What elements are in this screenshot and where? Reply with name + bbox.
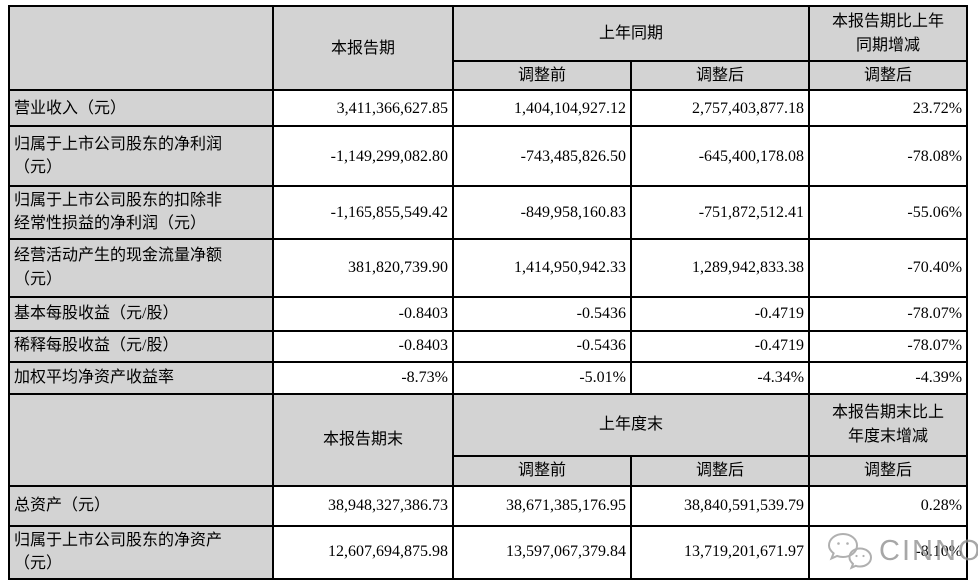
cell-change: -4.39% (808, 360, 969, 395)
cell-after: -4.34% (629, 360, 811, 395)
col-header-prior-period-group: 上年同期 (451, 5, 811, 62)
cell-change: -78.07% (808, 295, 969, 332)
corner-cell (8, 4, 274, 92)
cell-after: 38,840,591,539.79 (629, 484, 811, 527)
cell-after: 2,757,403,877.18 (629, 89, 811, 128)
cell-before: 38,671,385,176.95 (452, 484, 632, 527)
cell-change: -78.08% (808, 125, 969, 188)
table-row: 总资产（元） 38,948,327,386.73 38,671,385,176.… (8, 484, 969, 527)
table-row: 加权平均净资产收益率 -8.73% -5.01% -4.34% -4.39% (8, 360, 969, 395)
corner-cell (8, 392, 274, 487)
row-label: 经营活动产生的现金流量净额 （元） (8, 237, 274, 298)
cell-change: -8.10% (808, 524, 969, 580)
cell-change: -55.06% (808, 185, 969, 240)
col-header-current-period: 本报告期 (272, 4, 454, 92)
row-label: 归属于上市公司股东的净资产 （元） (8, 524, 274, 580)
table-row: 归属于上市公司股东的净利润 （元） -1,149,299,082.80 -743… (8, 125, 969, 188)
cell-current: 12,607,694,875.98 (272, 524, 454, 580)
table-row: 经营活动产生的现金流量净额 （元） 381,820,739.90 1,414,9… (8, 237, 969, 298)
col-header-change-group-2: 本报告期末比上 年度末增减 (808, 392, 969, 457)
row-label: 营业收入（元） (8, 89, 274, 128)
cell-before: 1,414,950,942.33 (452, 237, 632, 298)
table-row: 基本每股收益（元/股） -0.8403 -0.5436 -0.4719 -78.… (8, 295, 969, 332)
cell-current: -1,165,855,549.42 (272, 185, 454, 240)
cell-after: -0.4719 (629, 329, 811, 363)
cell-change: 0.28% (808, 484, 969, 527)
cell-before: -5.01% (452, 360, 632, 395)
cell-current: -8.73% (272, 360, 454, 395)
col-subheader-before-adjust-2: 调整前 (452, 454, 632, 487)
table-row: 归属于上市公司股东的净资产 （元） 12,607,694,875.98 13,5… (8, 524, 969, 580)
cell-before: -0.5436 (452, 295, 632, 332)
row-label: 稀释每股收益（元/股） (8, 329, 274, 363)
cell-current: 38,948,327,386.73 (272, 484, 454, 527)
row-label: 归属于上市公司股东的扣除非 经常性损益的净利润（元） (8, 185, 274, 240)
row-label: 归属于上市公司股东的净利润 （元） (8, 125, 274, 188)
cell-before: 1,404,104,927.12 (452, 89, 632, 128)
cell-current: 381,820,739.90 (272, 237, 454, 298)
cell-before: 13,597,067,379.84 (452, 524, 632, 580)
col-subheader-after-adjust: 调整后 (629, 59, 811, 92)
col-subheader-before-adjust: 调整前 (452, 59, 632, 92)
col-subheader-after-adjust-2: 调整后 (629, 454, 811, 487)
cell-after: 1,289,942,833.38 (629, 237, 811, 298)
col-subheader-change-after-adjust-2: 调整后 (808, 454, 969, 487)
cell-current: -0.8403 (272, 329, 454, 363)
col-header-current-period-end: 本报告期末 (272, 392, 454, 487)
table-row: 稀释每股收益（元/股） -0.8403 -0.5436 -0.4719 -78.… (8, 329, 969, 363)
cell-change: -70.40% (808, 237, 969, 298)
cell-after: -751,872,512.41 (629, 185, 811, 240)
table-row: 归属于上市公司股东的扣除非 经常性损益的净利润（元） -1,165,855,54… (8, 185, 969, 240)
row-label: 基本每股收益（元/股） (8, 295, 274, 332)
cell-change: -78.07% (808, 329, 969, 363)
cell-before: -0.5436 (452, 329, 632, 363)
row-label: 加权平均净资产收益率 (8, 360, 274, 395)
cell-after: -645,400,178.08 (629, 125, 811, 188)
cell-current: 3,411,366,627.85 (272, 89, 454, 128)
cell-before: -743,485,826.50 (452, 125, 632, 188)
table-row: 营业收入（元） 3,411,366,627.85 1,404,104,927.1… (8, 89, 969, 128)
col-header-prior-year-end-group: 上年度末 (451, 392, 811, 457)
cell-current: -0.8403 (272, 295, 454, 332)
col-subheader-change-after-adjust: 调整后 (808, 59, 969, 92)
cell-change: 23.72% (808, 89, 969, 128)
row-label: 总资产（元） (8, 484, 274, 527)
col-header-change-group: 本报告期比上年 同期增减 (808, 5, 969, 62)
cell-after: 13,719,201,671.97 (629, 524, 811, 580)
cell-before: -849,958,160.83 (452, 185, 632, 240)
cell-current: -1,149,299,082.80 (272, 125, 454, 188)
key-financials-table: 本报告期 上年同期 本报告期比上年 同期增减 调整前 调整后 调整后 营业收入（… (8, 4, 969, 580)
cell-after: -0.4719 (629, 295, 811, 332)
